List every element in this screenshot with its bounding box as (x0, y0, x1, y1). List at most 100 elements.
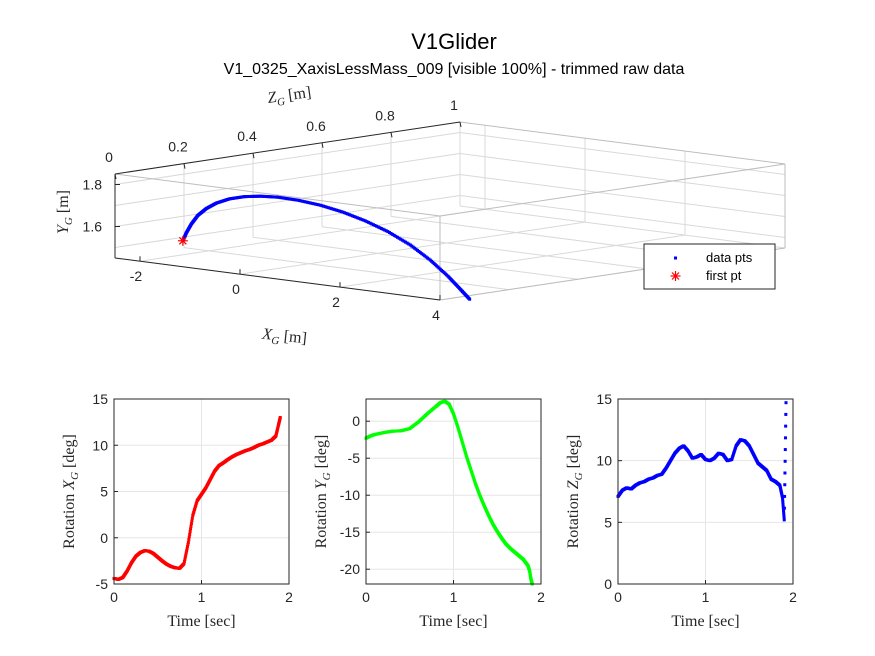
y-tick-label: 15 (596, 391, 612, 407)
data-point (373, 223, 377, 227)
x-axis-label: Time [sec] (167, 613, 235, 630)
data-point (315, 202, 319, 206)
data-point (352, 214, 356, 218)
asterisk-stroke (671, 272, 680, 280)
legend-marker (670, 271, 681, 281)
z-tick-label: 0 (105, 149, 113, 165)
data-point (367, 220, 371, 224)
data-point (404, 240, 408, 244)
data-point (389, 231, 393, 235)
data-point (296, 198, 300, 202)
data-point (355, 216, 359, 220)
data-point (405, 241, 409, 245)
data-point (360, 218, 364, 222)
data-point (342, 211, 346, 215)
z-tick-label: 0.6 (306, 118, 326, 134)
data-point (782, 511, 786, 515)
y-tick-label: -5 (348, 450, 361, 466)
x-tick-label: 1 (702, 589, 710, 605)
data-point (783, 448, 787, 452)
z-tick-label: 1 (450, 97, 458, 113)
data-point (189, 527, 193, 531)
data-point (186, 540, 190, 544)
z-tick-label: 0.4 (237, 128, 257, 144)
x-tick-label: 4 (432, 307, 440, 323)
y-tick-label: 10 (92, 437, 108, 453)
data-point (783, 459, 787, 463)
data-point (187, 535, 191, 539)
data-point (397, 236, 401, 240)
gridline (139, 208, 486, 262)
data-point (781, 500, 785, 504)
legend-label: first pt (706, 268, 742, 283)
legend: data pts first pt (643, 243, 776, 290)
gridline (459, 153, 786, 196)
x-axis-line (114, 257, 441, 301)
data-point (368, 221, 372, 225)
data-point (188, 530, 192, 534)
y-tick-label: 15 (92, 391, 108, 407)
rotation-y-plot: 0 1 2 -20 -15 -10 -5 0 Time [sec] Rotation YG [de… (313, 398, 545, 630)
data-point (331, 207, 335, 211)
x-tick-label: -2 (130, 268, 143, 284)
gridline (339, 234, 686, 288)
data-point (783, 436, 787, 440)
y-axis-label: Rotation YG [deg] (313, 435, 333, 549)
data-point (184, 551, 188, 555)
x-tick-label: 2 (789, 589, 797, 605)
box-edge (439, 163, 786, 217)
gridline (459, 174, 786, 217)
z-axis-line (114, 121, 461, 175)
data-point (278, 416, 282, 419)
data-point (301, 199, 305, 203)
data-point (299, 199, 303, 203)
x-tick-label: 2 (332, 294, 340, 310)
z-tick (459, 121, 462, 128)
data-point (341, 210, 345, 214)
data-point (190, 516, 194, 520)
gridline (114, 153, 461, 206)
data-point (297, 199, 301, 203)
data-point (317, 203, 321, 207)
data-point (334, 208, 338, 212)
gridline (252, 236, 579, 280)
y-tick-label: 5 (604, 514, 612, 530)
trajectory-3d-data (177, 194, 472, 301)
data-point (328, 206, 332, 210)
data-point (320, 204, 324, 208)
data-point (344, 211, 348, 215)
data-point (185, 549, 189, 553)
gridline (459, 205, 786, 249)
data-point (183, 557, 187, 561)
data-point (318, 203, 322, 207)
data-point (394, 234, 398, 238)
trajectory-3d-plot: -2 0 2 4 0 0.2 0.4 0.6 0.8 1 1.6 1.8 XG [m] ZG [m] YG… (55, 84, 786, 347)
z-axis-label: ZG [m] (266, 84, 312, 110)
x-tick-label: 0 (362, 589, 370, 605)
data-point (783, 494, 787, 498)
data-point (187, 538, 191, 542)
z-tick (114, 173, 117, 180)
data-point (188, 532, 192, 536)
trajectory-3d-axis-labels: XG [m] ZG [m] YG [m] (55, 84, 312, 347)
data-point (781, 502, 785, 506)
data-point (347, 213, 351, 217)
data-point (392, 233, 396, 237)
data-point (186, 543, 190, 547)
y-tick-label: 0 (604, 576, 612, 592)
data-point (383, 228, 387, 232)
y-tick-label: -10 (340, 487, 360, 503)
data-point (314, 202, 318, 206)
y-tick-label: -20 (340, 561, 360, 577)
y-axis-label: Rotation XG [deg] (61, 434, 81, 549)
data-point (185, 547, 189, 551)
rotation-z-plot: 0 1 2 0 5 10 15 Time [sec] Rotation ZG [deg] (565, 391, 797, 630)
data-point (305, 200, 309, 204)
data-point (784, 424, 788, 428)
data-point (362, 218, 366, 222)
trajectory-3d-axes (114, 121, 786, 301)
figure-title: V1Glider (411, 29, 497, 54)
data-point (782, 506, 786, 510)
data-point (370, 222, 374, 226)
